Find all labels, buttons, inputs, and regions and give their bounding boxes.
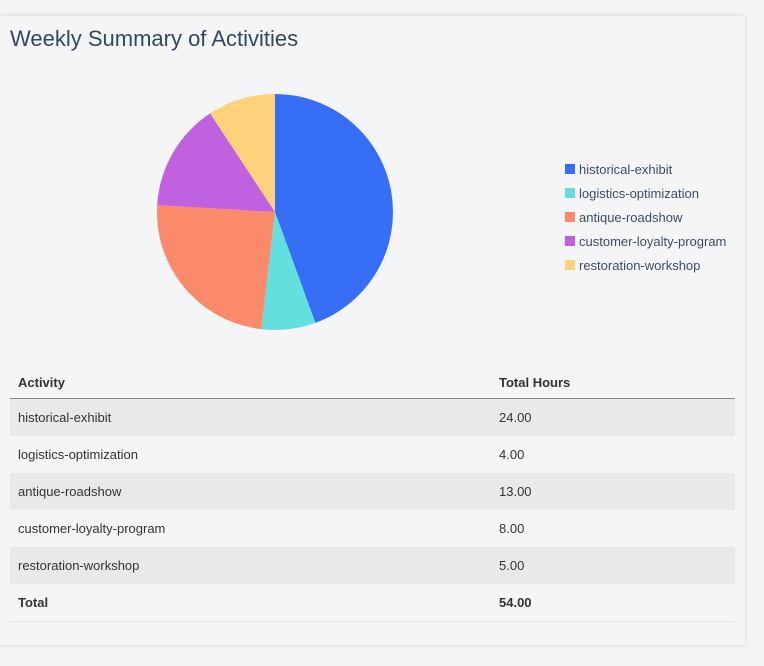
table-row: antique-roadshow 13.00 (10, 473, 735, 510)
table-row: logistics-optimization 4.00 (10, 436, 735, 473)
legend-item[interactable]: logistics-optimization (565, 181, 726, 205)
hours-cell: 5.00 (491, 547, 735, 584)
pie-slice-historical-exhibit[interactable] (275, 94, 394, 323)
summary-card: Weekly Summary of Activities historical-… (0, 16, 745, 645)
activity-cell: restoration-workshop (10, 547, 491, 584)
table-row: historical-exhibit 24.00 (10, 398, 735, 436)
legend-item[interactable]: customer-loyalty-program (565, 229, 726, 253)
hours-cell: 13.00 (491, 473, 735, 510)
legend-label: logistics-optimization (579, 185, 699, 201)
legend-swatch (565, 212, 575, 222)
legend-swatch (565, 188, 575, 198)
legend-label: antique-roadshow (579, 209, 683, 225)
pie-slice-restoration-workshop[interactable] (210, 94, 275, 212)
pie-chart (156, 94, 394, 330)
legend-item[interactable]: historical-exhibit (565, 157, 726, 181)
summary-table: Activity Total Hours historical-exhibit 24… (10, 366, 735, 622)
header-activity: Activity (10, 366, 491, 399)
pie-slice-customer-loyalty-program[interactable] (157, 113, 275, 212)
legend-swatch (565, 164, 575, 174)
table-row: Total 54.00 (10, 584, 735, 622)
legend-swatch (565, 260, 575, 270)
table-row: restoration-workshop 5.00 (10, 547, 735, 584)
legend: historical-exhibit logistics-optimization… (565, 157, 726, 277)
header-hours: Total Hours (491, 366, 735, 399)
legend-swatch (565, 236, 575, 246)
activity-cell: historical-exhibit (10, 398, 491, 436)
hours-cell: 24.00 (491, 398, 735, 436)
hours-cell: 8.00 (499, 521, 525, 536)
legend-label: customer-loyalty-program (579, 233, 727, 249)
activity-cell: Total (10, 584, 491, 622)
pie-slice-logistics-optimization[interactable] (261, 212, 316, 330)
activity-cell: customer-loyalty-program (18, 521, 166, 536)
pie-slice-antique-roadshow[interactable] (156, 205, 275, 330)
hours-cell: 54.00 (491, 584, 735, 622)
table-row: customer-loyalty-program 8.00 (10, 510, 735, 547)
legend-item[interactable]: antique-roadshow (565, 205, 726, 229)
chart-title: Weekly Summary of Activities (10, 26, 299, 51)
activity-cell: logistics-optimization (18, 447, 138, 462)
legend-label: historical-exhibit (579, 161, 673, 177)
legend-label: restoration-workshop (579, 257, 701, 273)
hours-cell: 4.00 (499, 447, 525, 462)
activity-cell: antique-roadshow (10, 473, 491, 510)
legend-item[interactable]: restoration-workshop (565, 253, 726, 277)
